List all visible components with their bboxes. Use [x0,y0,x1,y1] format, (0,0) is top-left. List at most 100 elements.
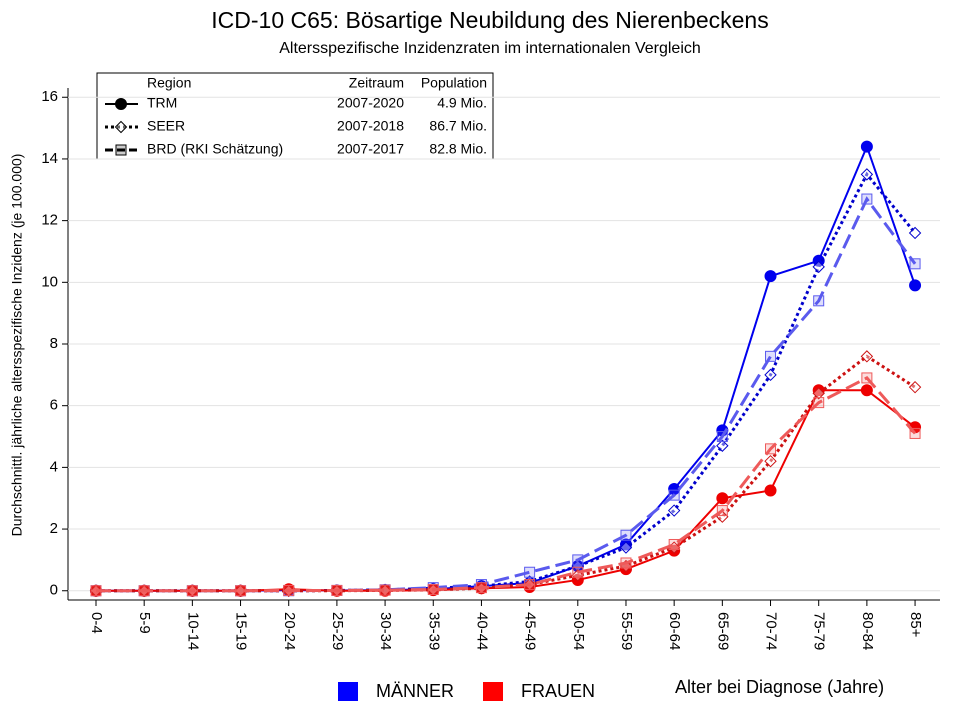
x-tick-label: 0-4 [88,612,105,634]
y-tick-label: 12 [41,212,58,229]
marker [90,585,102,597]
marker [619,541,633,554]
marker [235,585,247,597]
series-line [96,196,917,593]
x-tick-label: 15-19 [233,612,250,650]
marker [860,384,873,397]
x-tick-label: 40-44 [473,612,490,650]
marker [524,566,536,578]
marker [378,584,392,597]
x-tick-label: 55-59 [618,612,635,650]
group-label: FRAUEN [521,681,595,701]
marker [861,193,873,205]
series-line [96,143,917,592]
marker [668,489,680,501]
marker [716,439,729,452]
legend-marker [114,120,128,134]
x-tick-label: 10-14 [184,612,201,650]
x-tick-label: 60-64 [666,612,683,650]
marker [860,350,874,363]
y-tick-label: 14 [41,150,58,167]
legend-population: 4.9 Mio. [437,95,487,111]
group-swatch [338,682,358,701]
x-axis-label: Alter bei Diagnose (Jahre) [675,677,884,697]
legend-header: Population [421,75,487,91]
legend-name: BRD (RKI Schätzung) [147,141,283,157]
legend-population: 82.8 Mio. [429,141,487,157]
marker [812,387,825,400]
marker [860,168,874,181]
marker [716,431,728,443]
marker [186,585,198,597]
legend-box [96,72,494,160]
marker [667,504,681,517]
legend-period: 2007-2018 [337,118,404,134]
marker [764,368,777,382]
y-tick-label: 4 [50,458,58,475]
legend-population: 86.7 Mio. [429,118,487,134]
y-tick-label: 8 [50,335,58,352]
y-tick-label: 0 [50,582,58,599]
x-tick-label: 70-74 [763,612,780,650]
marker [379,584,391,596]
x-tick-label: 75-79 [811,612,828,650]
marker [524,579,536,591]
x-tick-label: 20-24 [281,612,298,650]
marker [861,372,873,384]
legend-period: 2007-2017 [337,141,404,157]
marker [475,582,487,594]
marker [571,569,585,582]
legend-marker [115,144,127,156]
marker [812,260,825,274]
marker [764,484,777,497]
group-label: MÄNNER [376,681,454,701]
x-tick-label: 65-69 [714,612,731,650]
marker [764,270,777,283]
marker [908,380,922,394]
marker [813,295,825,307]
legend-header: Zeitraum [349,75,404,91]
x-tick-label: 5-9 [136,612,153,634]
marker [283,584,295,596]
marker [138,585,150,597]
marker [427,584,439,596]
y-tick-label: 6 [50,397,58,414]
marker [572,566,584,578]
marker [716,492,729,505]
marker [331,584,343,596]
x-tick-label: 25-29 [329,612,346,650]
x-tick-label: 85+ [907,612,924,638]
marker [813,397,825,409]
marker [620,529,632,541]
series-line [96,171,917,593]
y-tick-label: 16 [41,88,58,105]
series-line [96,354,916,593]
y-tick-label: 10 [41,273,58,290]
marker [765,350,777,362]
marker [765,443,777,455]
marker [764,454,777,468]
group-swatch [483,682,503,701]
x-tick-label: 30-34 [377,612,394,650]
marker [668,538,680,550]
legend-marker [115,98,127,110]
x-tick-label: 80-84 [859,612,876,650]
marker [909,258,921,270]
chart-title: ICD-10 C65: Bösartige Neubildung des Nie… [211,7,768,33]
x-tick-label: 50-54 [570,612,587,650]
y-axis-label: Durchschnittl. jährliche altersspezifisc… [9,154,25,537]
legend-name: TRM [147,95,177,111]
marker [620,557,632,569]
legend-period: 2007-2020 [337,95,404,111]
x-tick-label: 35-39 [425,612,442,650]
marker [572,554,584,566]
marker [909,279,922,292]
marker [716,505,728,517]
x-tick-label: 45-49 [522,612,539,650]
legend-header: Region [147,75,191,91]
marker [860,140,873,153]
marker [909,427,921,439]
series-line [96,389,916,592]
y-tick-label: 2 [50,520,58,537]
